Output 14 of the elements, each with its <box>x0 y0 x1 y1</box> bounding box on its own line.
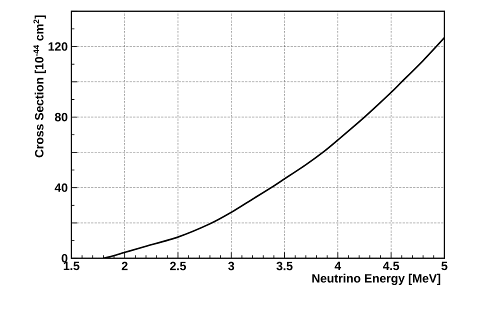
y-tick-label: 120 <box>48 42 68 51</box>
x-tick-label: 4 <box>334 262 342 270</box>
x-tick-label: 2 <box>122 262 128 270</box>
x-axis-title: Neutrino Energy [MeV] <box>312 274 440 286</box>
y-tick-label: 80 <box>54 112 68 122</box>
y-tick-label: 40 <box>54 183 68 192</box>
y-axis-title: Cross Section [10$^{-44}$ cm$^{2}$] <box>33 15 46 158</box>
x-tick-label: 3.5 <box>276 262 293 270</box>
x-tick-label: 2.5 <box>170 262 186 270</box>
x-tick-label: 4.5 <box>382 262 400 270</box>
x-tick-label: 1.5 <box>64 262 80 270</box>
x-tick-label: 3 <box>228 262 234 270</box>
y-tick-label: 0 <box>62 254 68 262</box>
x-tick-label: 5 <box>441 262 448 270</box>
